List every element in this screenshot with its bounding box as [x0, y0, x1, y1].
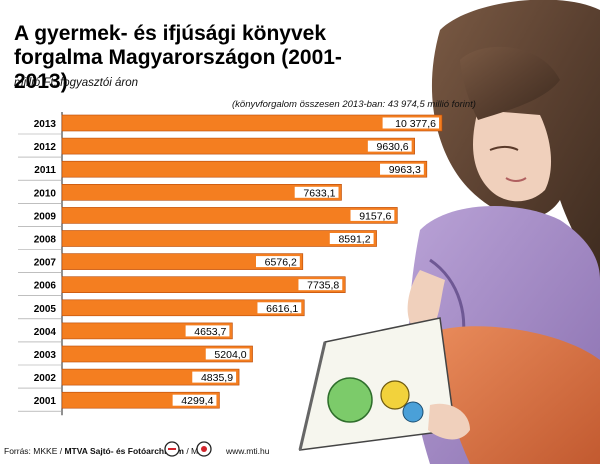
value-label-box [382, 117, 439, 129]
value-label-box [350, 209, 395, 221]
value-label-box [192, 371, 237, 383]
category-label: 2009 [34, 211, 57, 222]
value-label: 8591,2 [338, 234, 370, 246]
value-label-box [367, 140, 412, 152]
unit-label: millió Ft, fogyasztói áron [14, 77, 138, 89]
source-line: Forrás: MKKE / MTVA Sajtó- és Fotóarchív… [4, 446, 206, 456]
source-suffix: / MTI [183, 446, 206, 456]
category-label: 2007 [34, 258, 57, 269]
mti-logo-icon [196, 441, 212, 457]
category-label: 2013 [34, 119, 57, 130]
chart-title: A gyermek- és ifjúsági könyvek forgalma … [14, 22, 342, 93]
category-label: 2004 [34, 327, 57, 338]
bar [61, 207, 398, 224]
category-label: 2006 [34, 281, 57, 292]
value-label-box [205, 348, 250, 360]
value-label-box [256, 256, 300, 268]
mtva-logo-icon [164, 441, 180, 457]
source-prefix: Forrás: MKKE / [4, 446, 65, 456]
value-label: 7633,1 [303, 187, 335, 199]
bar [61, 276, 346, 294]
value-label: 4299,4 [181, 395, 213, 407]
value-label: 4835,9 [201, 372, 233, 384]
value-label: 6576,2 [265, 257, 297, 269]
value-label-box [257, 302, 302, 314]
category-label: 2003 [34, 350, 57, 361]
value-label: 6616,1 [266, 303, 298, 315]
value-label: 9157,6 [359, 210, 391, 222]
bar [61, 184, 342, 201]
value-label-box [294, 186, 339, 198]
site-url: www.mti.hu [226, 446, 270, 456]
bar [61, 114, 443, 132]
value-label: 10 377,6 [395, 118, 436, 130]
category-label: 2011 [34, 165, 56, 176]
bar [61, 253, 304, 270]
value-label-box [380, 163, 424, 175]
value-label-box [298, 279, 343, 291]
bar [61, 137, 415, 155]
category-label: 2010 [34, 188, 57, 199]
value-label: 9630,6 [377, 141, 409, 153]
value-label: 9963,3 [389, 164, 421, 176]
category-label: 2012 [34, 142, 57, 153]
category-label: 2002 [34, 373, 57, 384]
source-archive: MTVA Sajtó- és Fotóarchívum [64, 446, 184, 456]
bar [61, 160, 428, 178]
category-label: 2008 [34, 235, 57, 246]
category-label: 2001 [34, 396, 57, 407]
category-label: 2005 [34, 304, 57, 315]
value-label-box [185, 325, 230, 337]
value-label-box [329, 233, 374, 244]
value-label: 7735,8 [307, 280, 339, 292]
bar [61, 299, 305, 317]
total-note: (könyvforgalom összesen 2013-ban: 43 974… [232, 99, 476, 110]
bar [61, 230, 377, 247]
value-label-box [172, 394, 217, 406]
value-label: 4653,7 [194, 326, 226, 338]
value-label: 5204,0 [214, 349, 246, 361]
bar [61, 345, 253, 363]
